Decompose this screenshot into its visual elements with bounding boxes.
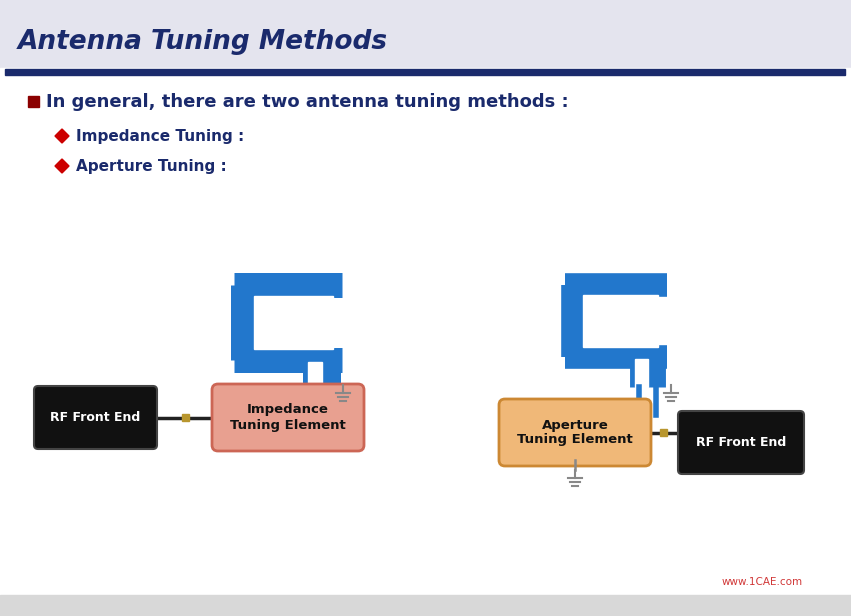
Bar (0, 68, 851, 616)
Text: Aperture
Tuning Element: Aperture Tuning Element (517, 418, 633, 447)
Polygon shape (55, 129, 69, 143)
FancyBboxPatch shape (34, 386, 157, 449)
Polygon shape (55, 159, 69, 173)
Bar (5, 69, 845, 75)
Bar (660, 429, 667, 436)
Bar (308, 362, 322, 390)
Bar (254, 296, 333, 349)
FancyBboxPatch shape (212, 384, 364, 451)
Bar (182, 414, 189, 421)
Text: In general, there are two antenna tuning methods :: In general, there are two antenna tuning… (46, 93, 568, 111)
Bar (0, 0, 851, 68)
Text: Aperture Tuning :: Aperture Tuning : (76, 158, 226, 174)
Text: Antenna Tuning Methods: Antenna Tuning Methods (18, 29, 388, 55)
Text: www.1CAE.com: www.1CAE.com (722, 577, 802, 587)
Text: RF Front End: RF Front End (696, 436, 786, 449)
Bar (583, 295, 658, 347)
FancyBboxPatch shape (499, 399, 651, 466)
Bar (28, 96, 39, 107)
Bar (635, 359, 648, 387)
Text: Impedance
Tuning Element: Impedance Tuning Element (230, 403, 346, 431)
Text: RF Front End: RF Front End (50, 411, 140, 424)
FancyBboxPatch shape (678, 411, 804, 474)
Bar (0, 595, 851, 616)
Text: Impedance Tuning :: Impedance Tuning : (76, 129, 244, 144)
